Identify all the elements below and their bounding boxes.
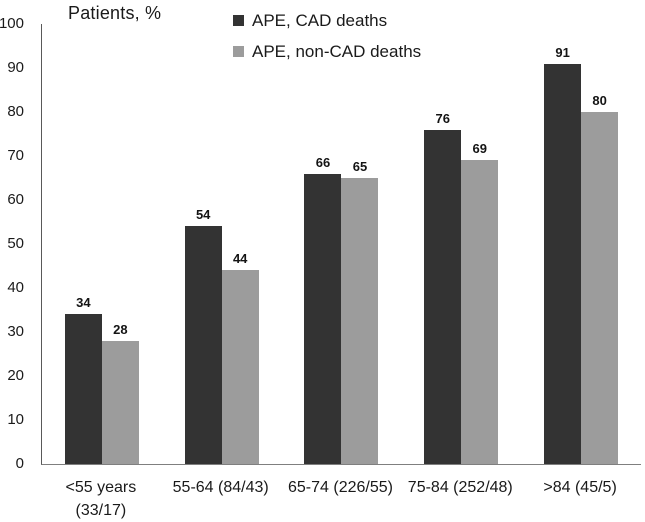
bar-value-label: 66 — [315, 155, 331, 170]
legend-label: APE, CAD deaths — [252, 10, 388, 30]
x-axis-tick-label: >84 (45/5) — [543, 479, 617, 496]
legend: APE, CAD deaths APE, non-CAD deaths — [233, 10, 421, 72]
bar — [64, 314, 102, 464]
bar-group: 76 69 — [401, 24, 521, 464]
bar — [184, 226, 222, 464]
y-axis-tick-labels: 100 90 80 70 60 50 40 30 20 10 0 — [0, 15, 26, 472]
bar-group: 66 65 — [282, 24, 402, 464]
x-axis-tick-label: 65-74 (226/55) — [288, 479, 393, 496]
bar-with-label: 76 — [424, 111, 462, 464]
plot-area: 34 28 54 44 66 65 76 69 91 80 — [41, 24, 641, 465]
y-axis-tick-label: 90 — [7, 59, 24, 76]
bar-value-label: 28 — [113, 322, 128, 337]
bar — [581, 112, 619, 464]
legend-item-cad-deaths: APE, CAD deaths — [233, 10, 421, 31]
bar-with-label: 66 — [304, 155, 342, 464]
bar-group: 91 80 — [521, 24, 641, 464]
x-axis-tick-label: 55-64 (84/43) — [172, 479, 269, 496]
y-axis-tick-label: 10 — [7, 411, 24, 428]
bar-with-label: 69 — [461, 141, 499, 464]
y-axis-tick-label: 60 — [7, 191, 24, 208]
bar — [461, 160, 499, 464]
x-axis-tick-label: 75-84 (252/48) — [407, 479, 513, 496]
bar-with-label: 91 — [544, 45, 582, 464]
bar — [221, 270, 259, 464]
bar-group: 54 44 — [162, 24, 282, 464]
bar-value-label: 34 — [76, 295, 91, 310]
legend-label: APE, non-CAD deaths — [252, 41, 422, 61]
bar-group: 34 28 — [42, 24, 162, 464]
bar — [101, 341, 139, 464]
bar — [544, 64, 582, 464]
bar-with-label: 28 — [101, 322, 139, 464]
bar-value-label: 65 — [352, 159, 368, 174]
bar-with-label: 80 — [581, 93, 619, 464]
bar-with-label: 54 — [184, 207, 222, 464]
bar — [341, 178, 379, 464]
legend-item-non-cad-deaths: APE, non-CAD deaths — [233, 41, 421, 62]
bar-value-label: 44 — [232, 251, 248, 266]
bar-with-label: 65 — [341, 159, 379, 464]
bar-with-label: 34 — [64, 295, 102, 464]
y-axis-tick-label: 70 — [7, 147, 24, 164]
x-axis-tick-label: <55 years (33/17) — [65, 479, 137, 519]
bar-with-label: 44 — [221, 251, 259, 464]
legend-swatch-dark — [233, 15, 244, 26]
bar-value-label: 80 — [592, 93, 607, 108]
bar-value-label: 76 — [435, 111, 451, 126]
y-axis-tick-label: 40 — [7, 279, 24, 296]
bar-value-label: 69 — [472, 141, 488, 156]
y-axis-tick-label: 80 — [7, 103, 24, 120]
y-axis-tick-label: 100 — [0, 15, 24, 32]
y-axis-tick-label: 50 — [7, 235, 24, 252]
y-axis-tick-label: 30 — [7, 323, 24, 340]
y-axis-tick-label: 0 — [15, 455, 24, 472]
bar-groups: 34 28 54 44 66 65 76 69 91 80 — [42, 24, 641, 464]
bar — [424, 130, 462, 464]
bar — [304, 174, 342, 464]
x-axis-tick-labels: <55 years (33/17) 55-64 (84/43) 65-74 (226… — [41, 476, 640, 522]
chart-title: Patients, % — [68, 3, 162, 23]
bar-value-label: 54 — [195, 207, 211, 222]
y-axis-tick-label: 20 — [7, 367, 24, 384]
legend-swatch-gray — [233, 46, 244, 57]
bar-value-label: 91 — [555, 45, 570, 60]
